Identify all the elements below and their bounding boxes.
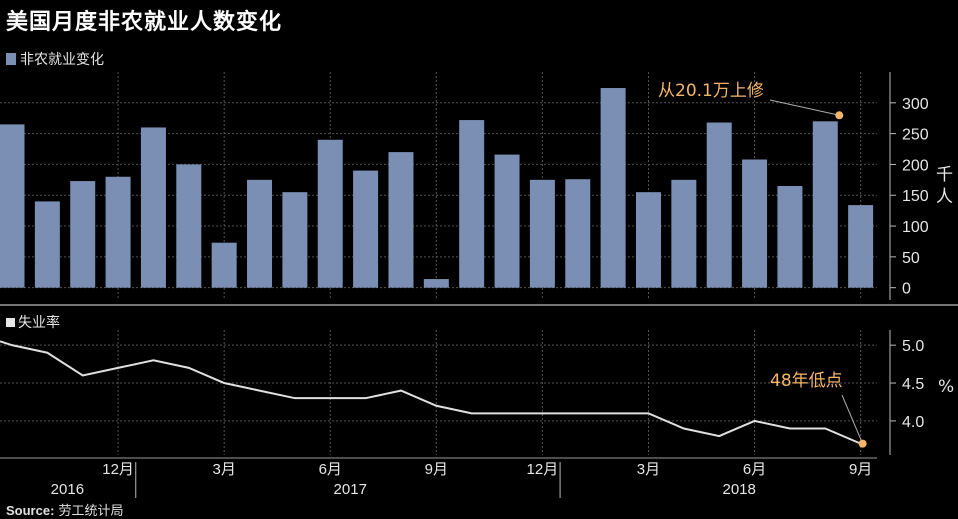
- x-year-label: 2018: [723, 481, 756, 498]
- bar-y-tick-label: 150: [902, 188, 929, 205]
- x-month-label: 6月: [743, 461, 766, 478]
- bar: [388, 152, 414, 288]
- source-note: Source: 劳工统计局: [6, 500, 124, 519]
- line-annotation-leader: [841, 394, 864, 444]
- source-label: Source:: [6, 503, 55, 518]
- bar: [565, 179, 591, 288]
- bar-y-tick-label: 200: [902, 157, 929, 174]
- line-y-tick-label: 4.0: [902, 414, 924, 431]
- bar: [317, 139, 343, 288]
- bar: [459, 120, 485, 288]
- line-legend: 失业率: [6, 312, 60, 332]
- bar: [34, 201, 60, 288]
- bar: [848, 205, 874, 288]
- x-month-label: 3月: [212, 461, 235, 478]
- bar: [494, 154, 520, 288]
- line-y-unit: %: [938, 377, 954, 397]
- x-month-label: 12月: [102, 461, 134, 478]
- page-title: 美国月度非农就业人数变化: [6, 10, 283, 35]
- line-legend-label: 失业率: [18, 315, 60, 331]
- bar: [0, 124, 25, 288]
- bar-y-tick-label: 50: [902, 250, 920, 267]
- x-year-label: 2016: [51, 481, 84, 498]
- line-y-tick-label: 4.5: [902, 376, 924, 393]
- bar-annotation-dot: [835, 111, 844, 120]
- bar-annotation-leader: [769, 99, 840, 116]
- bar-legend-swatch: [6, 53, 16, 65]
- bar: [282, 192, 308, 288]
- bar: [423, 279, 449, 288]
- bar: [777, 186, 803, 288]
- bar: [70, 181, 96, 288]
- bar-y-tick-label: 100: [902, 219, 929, 236]
- bar-y-tick-label: 0: [902, 281, 911, 298]
- bar-y-tick-label: 300: [902, 96, 929, 113]
- bar-y-unit: 千: [936, 165, 953, 185]
- source-text: 劳工统计局: [58, 504, 124, 519]
- bar: [211, 242, 237, 288]
- line-annotation-label: 48年低点: [770, 371, 843, 391]
- bar: [353, 170, 379, 288]
- x-month-label: 6月: [319, 461, 342, 478]
- line-legend-swatch: [6, 318, 15, 327]
- x-month-label: 3月: [637, 461, 660, 478]
- bar: [105, 176, 131, 288]
- bar-y-unit: 人: [936, 187, 953, 207]
- bar: [706, 122, 732, 288]
- x-year-label: 2017: [334, 481, 367, 498]
- bar: [812, 121, 838, 288]
- bar-legend: 非农就业变化: [6, 49, 104, 69]
- bar: [671, 179, 697, 288]
- x-month-label: 12月: [527, 461, 559, 478]
- bar: [635, 192, 661, 288]
- line-y-tick-label: 5.0: [902, 338, 924, 355]
- bar-y-tick-label: 250: [902, 127, 929, 144]
- bar: [600, 88, 626, 288]
- bar-annotation-label: 从20.1万上修: [658, 81, 764, 101]
- bar: [247, 179, 273, 288]
- x-month-label: 9月: [849, 461, 872, 478]
- bar: [140, 127, 166, 288]
- bar: [742, 159, 768, 288]
- bar: [529, 179, 555, 288]
- line-annotation-dot: [858, 439, 867, 448]
- unemployment-line: [0, 340, 862, 445]
- bar: [176, 164, 202, 288]
- bar-legend-label: 非农就业变化: [20, 52, 104, 68]
- x-month-label: 9月: [425, 461, 448, 478]
